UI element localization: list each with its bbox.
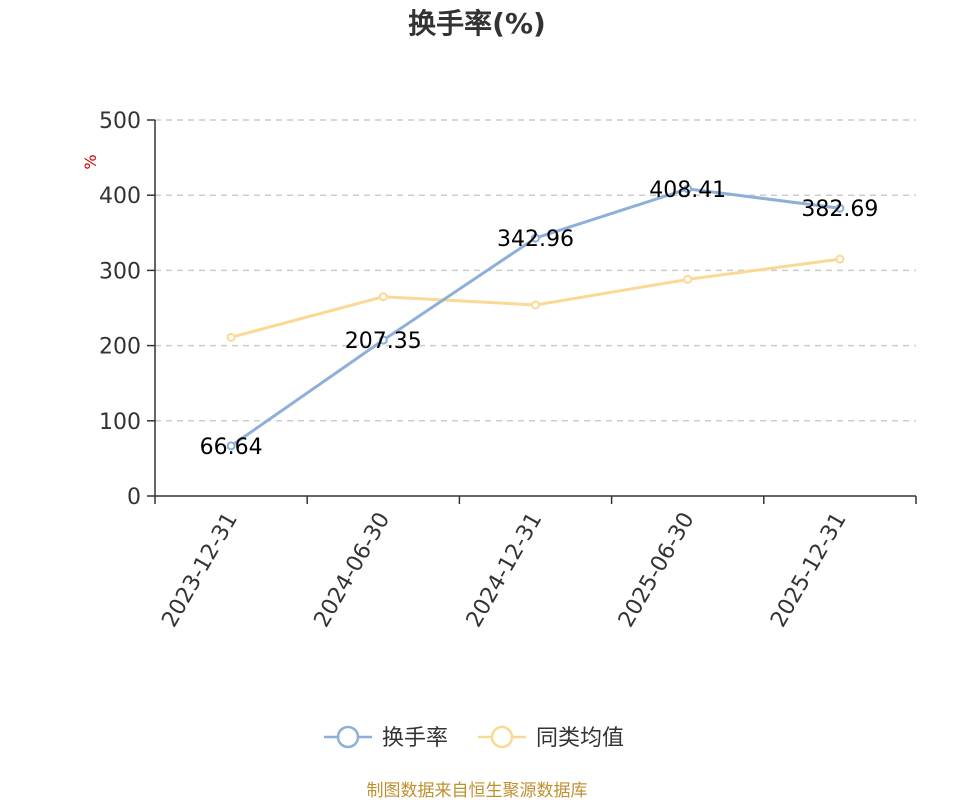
data-label: 382.69 [801, 197, 878, 222]
x-tick-label: 2024-12-31 [462, 508, 548, 631]
data-point[interactable] [683, 184, 693, 194]
y-axis-label: % [81, 154, 100, 169]
data-point[interactable] [531, 233, 540, 243]
data-label: 207.35 [345, 329, 422, 354]
data-label: 342.96 [497, 227, 574, 252]
axes: 0 100 200 300 400 500 2023-12-31 2024-06-30 2024… [99, 109, 917, 632]
y-tick-label: 500 [99, 109, 141, 134]
x-tick-label: 2025-06-30 [614, 508, 700, 631]
data-labels: 66.64 207.35 342.96 408.41 382.69 [200, 178, 879, 460]
data-point[interactable] [835, 254, 845, 264]
data-point[interactable] [835, 203, 845, 213]
grid-lines [155, 119, 916, 422]
x-tick-label: 2023-12-31 [157, 508, 243, 631]
data-label: 408.41 [649, 178, 726, 203]
data-point[interactable] [226, 441, 236, 451]
legend-marker-icon [490, 725, 514, 749]
data-point[interactable] [378, 335, 388, 345]
y-tick-label: 300 [99, 259, 141, 284]
data-point[interactable] [226, 332, 236, 342]
y-tick-label: 200 [99, 335, 141, 360]
legend-item-0[interactable]: 换手率 [324, 725, 448, 751]
legend-item-1[interactable]: 同类均值 [478, 725, 624, 751]
legend[interactable]: 换手率 同类均值 [324, 725, 624, 751]
legend-label: 同类均值 [536, 726, 624, 751]
x-tick-label: 2024-06-30 [310, 508, 396, 631]
data-point[interactable] [378, 292, 388, 302]
data-label: 66.64 [200, 435, 263, 460]
data-point[interactable] [683, 274, 693, 284]
legend-marker-icon [336, 725, 360, 749]
x-tick-label: 2025-12-31 [766, 508, 852, 631]
y-tick-label: 100 [99, 410, 141, 435]
chart-title: 换手率(%) [408, 7, 546, 40]
y-tick-label: 400 [99, 184, 141, 209]
source-note: 制图数据来自恒生聚源数据库 [367, 781, 588, 800]
data-point[interactable] [531, 300, 540, 310]
legend-label: 换手率 [382, 726, 448, 751]
series-lines [226, 184, 845, 451]
y-tick-label: 0 [127, 485, 141, 510]
